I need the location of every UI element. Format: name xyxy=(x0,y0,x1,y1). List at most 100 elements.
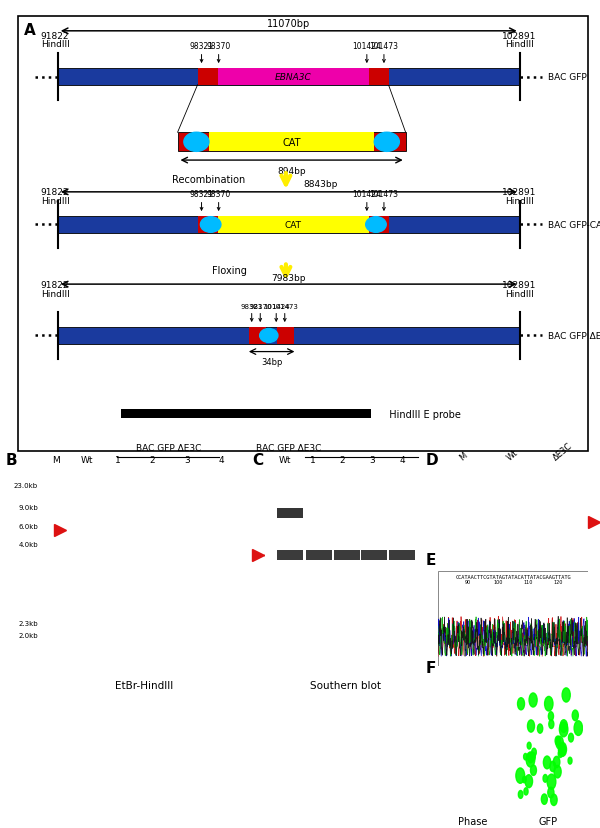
Text: 101473: 101473 xyxy=(271,304,298,310)
Bar xyxy=(277,551,303,561)
Text: 102891: 102891 xyxy=(502,188,537,197)
Text: 6.0kb: 6.0kb xyxy=(18,523,38,529)
Text: 3: 3 xyxy=(184,455,190,465)
Bar xyxy=(164,570,185,572)
Circle shape xyxy=(568,734,574,742)
Bar xyxy=(103,634,124,637)
Circle shape xyxy=(523,777,526,782)
Text: 3: 3 xyxy=(370,455,376,465)
Text: 101424: 101424 xyxy=(352,190,381,199)
Bar xyxy=(249,328,266,344)
Circle shape xyxy=(374,133,400,152)
Bar xyxy=(209,133,374,152)
Text: 98370: 98370 xyxy=(206,42,231,51)
Bar xyxy=(58,70,520,85)
Circle shape xyxy=(551,794,557,806)
Bar xyxy=(536,511,577,533)
Bar xyxy=(197,217,218,233)
Text: 91822: 91822 xyxy=(41,31,70,41)
Text: Phase: Phase xyxy=(458,816,487,826)
Text: CAT: CAT xyxy=(284,221,301,229)
Bar xyxy=(74,570,95,572)
Bar xyxy=(195,591,215,594)
Text: BAC GFP ΔE3C: BAC GFP ΔE3C xyxy=(256,444,321,452)
Text: HindIII E probe: HindIII E probe xyxy=(383,409,461,419)
Circle shape xyxy=(549,720,554,729)
Circle shape xyxy=(554,766,561,778)
Circle shape xyxy=(559,744,566,756)
Circle shape xyxy=(560,720,568,733)
Circle shape xyxy=(568,758,572,764)
Circle shape xyxy=(555,736,560,746)
Text: 101424: 101424 xyxy=(352,42,381,51)
Circle shape xyxy=(530,753,535,761)
Bar xyxy=(164,529,185,532)
Bar xyxy=(164,624,185,627)
Text: 98321: 98321 xyxy=(190,42,214,51)
Circle shape xyxy=(574,721,583,735)
Bar xyxy=(195,601,215,604)
Circle shape xyxy=(516,768,524,783)
Bar xyxy=(164,611,185,614)
Bar xyxy=(164,508,185,510)
Text: Recombination: Recombination xyxy=(172,175,245,185)
Circle shape xyxy=(532,749,536,756)
Text: 98370: 98370 xyxy=(206,190,231,199)
Bar xyxy=(46,632,67,635)
Text: 91822: 91822 xyxy=(41,188,70,197)
Bar xyxy=(277,508,303,518)
Bar xyxy=(218,70,368,85)
Circle shape xyxy=(518,791,523,798)
Bar xyxy=(46,484,67,487)
Bar xyxy=(103,570,124,572)
Bar xyxy=(218,217,368,233)
Circle shape xyxy=(562,688,570,702)
Text: 91822: 91822 xyxy=(41,281,70,290)
Text: 23.0kb: 23.0kb xyxy=(14,483,38,489)
Circle shape xyxy=(548,712,554,721)
Text: HindIII: HindIII xyxy=(505,197,534,205)
Text: 120: 120 xyxy=(553,580,563,585)
Bar xyxy=(334,551,359,561)
Text: E: E xyxy=(426,552,436,567)
Text: F: F xyxy=(426,660,436,675)
Bar xyxy=(46,622,67,625)
Circle shape xyxy=(538,724,543,734)
Text: GFP: GFP xyxy=(539,816,557,826)
Circle shape xyxy=(527,742,531,749)
Bar xyxy=(46,574,67,576)
Bar xyxy=(103,580,124,582)
Text: A: A xyxy=(24,23,35,38)
Text: BAC GFP ΔE3C: BAC GFP ΔE3C xyxy=(136,444,201,452)
Text: 2: 2 xyxy=(149,455,155,465)
Circle shape xyxy=(553,757,560,768)
Text: 101473: 101473 xyxy=(370,42,398,51)
Bar xyxy=(368,70,389,85)
Circle shape xyxy=(530,765,536,776)
Bar xyxy=(46,597,67,600)
Bar xyxy=(46,542,67,546)
Text: 34bp: 34bp xyxy=(261,358,283,366)
Bar xyxy=(134,529,154,532)
Bar xyxy=(195,611,215,614)
Text: Wt: Wt xyxy=(279,455,292,465)
Bar xyxy=(134,508,154,510)
Bar xyxy=(197,70,218,85)
Bar xyxy=(134,558,154,561)
Bar xyxy=(164,601,185,604)
Text: 98321: 98321 xyxy=(190,190,214,199)
Circle shape xyxy=(184,133,209,152)
Text: 102891: 102891 xyxy=(502,281,537,290)
Text: 4: 4 xyxy=(400,455,406,465)
Bar xyxy=(195,580,215,582)
Circle shape xyxy=(550,762,556,772)
Bar xyxy=(103,591,124,594)
Text: 98370: 98370 xyxy=(249,304,271,310)
Bar xyxy=(134,545,154,547)
Point xyxy=(114,452,121,462)
Text: HindIII: HindIII xyxy=(41,197,70,205)
Bar xyxy=(74,508,95,510)
Text: 1: 1 xyxy=(115,455,121,465)
Text: 90: 90 xyxy=(465,580,471,585)
Text: 894bp: 894bp xyxy=(277,166,306,176)
